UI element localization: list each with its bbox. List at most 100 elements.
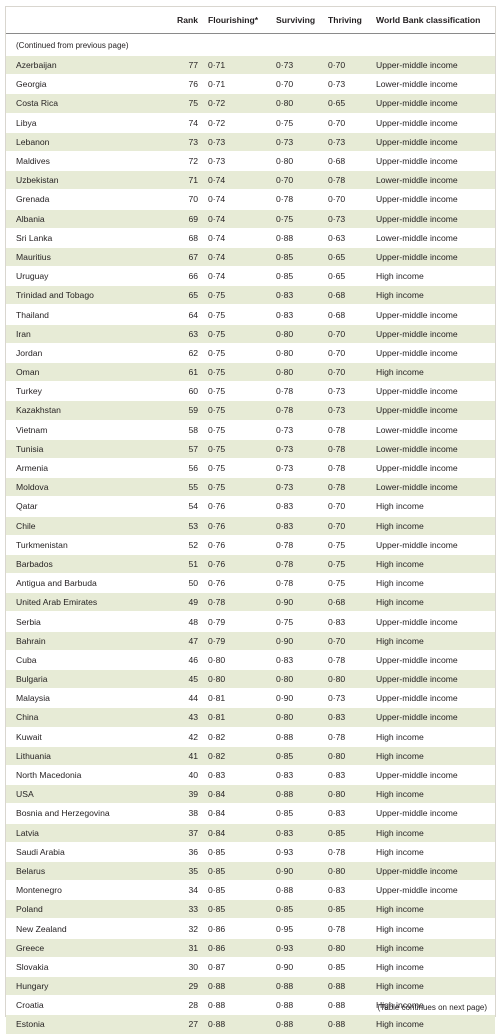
cell-rank: 35 xyxy=(168,861,206,882)
cell-surviving: 0·88 xyxy=(274,727,326,747)
table-row: Antigua and Barbuda 50 0·76 0·78 0·75 High in… xyxy=(6,573,495,594)
header-wb-classification: World Bank classification xyxy=(374,7,495,34)
cell-flourishing: 0·76 xyxy=(206,573,274,594)
cell-rank: 38 xyxy=(168,803,206,824)
cell-flourishing: 0·75 xyxy=(206,324,274,344)
cell-rank: 70 xyxy=(168,189,206,210)
cell-surviving: 0·78 xyxy=(274,554,326,575)
cell-thriving: 0·83 xyxy=(326,765,374,786)
cell-wb-classification: Upper-middle income xyxy=(374,803,495,824)
cell-thriving: 0·70 xyxy=(326,113,374,133)
cell-rank: 69 xyxy=(168,209,206,229)
cell-wb-classification: Upper-middle income xyxy=(374,189,495,210)
cell-surviving: 0·78 xyxy=(274,381,326,402)
cell-wb-classification: High income xyxy=(374,362,495,383)
table-row: Libya 74 0·72 0·75 0·70 Upper-middle income xyxy=(6,113,495,133)
table-row: Mauritius 67 0·74 0·85 0·65 Upper-middle inco… xyxy=(6,247,495,268)
table-row: Barbados 51 0·76 0·78 0·75 High income xyxy=(6,554,495,575)
cell-wb-classification: High income xyxy=(374,285,495,306)
table-row: Greece 31 0·86 0·93 0·80 High income xyxy=(6,938,495,958)
cell-wb-classification: High income xyxy=(374,899,495,920)
cell-flourishing: 0·74 xyxy=(206,228,274,248)
header-surviving: Surviving xyxy=(274,7,326,34)
cell-thriving: 0·73 xyxy=(326,381,374,402)
cell-surviving: 0·83 xyxy=(274,765,326,786)
cell-flourishing: 0·84 xyxy=(206,784,274,805)
cell-wb-classification: Lower-middle income xyxy=(374,420,495,440)
table-row: Saudi Arabia 36 0·85 0·93 0·78 High income xyxy=(6,842,495,862)
cell-rank: 71 xyxy=(168,170,206,191)
cell-flourishing: 0·75 xyxy=(206,343,274,364)
cell-thriving: 0·65 xyxy=(326,247,374,268)
cell-country: Serbia xyxy=(6,611,168,632)
cell-rank: 55 xyxy=(168,477,206,498)
cell-rank: 63 xyxy=(168,324,206,344)
cell-country: United Arab Emirates xyxy=(6,592,168,613)
footer-note: (Table continues on next page) xyxy=(377,1003,487,1012)
cell-wb-classification: High income xyxy=(374,516,495,536)
cell-thriving: 0·70 xyxy=(326,631,374,651)
cell-thriving: 0·85 xyxy=(326,957,374,978)
cell-thriving: 0·88 xyxy=(326,976,374,997)
cell-wb-classification: High income xyxy=(374,976,495,997)
cell-rank: 59 xyxy=(168,400,206,421)
table-row: Latvia 37 0·84 0·83 0·85 High income xyxy=(6,823,495,843)
cell-wb-classification: High income xyxy=(374,784,495,805)
cell-thriving: 0·70 xyxy=(326,362,374,383)
table-row: Oman 61 0·75 0·80 0·70 High income xyxy=(6,362,495,383)
table-row: Croatia 28 0·88 0·88 0·88 High income xyxy=(6,995,495,1016)
cell-flourishing: 0·74 xyxy=(206,189,274,210)
cell-flourishing: 0·71 xyxy=(206,74,274,95)
cell-surviving: 0·90 xyxy=(274,631,326,651)
cell-flourishing: 0·75 xyxy=(206,285,274,306)
cell-country: New Zealand xyxy=(6,918,168,939)
cell-surviving: 0·80 xyxy=(274,707,326,728)
cell-wb-classification: Upper-middle income xyxy=(374,324,495,344)
table-row: Iran 63 0·75 0·80 0·70 Upper-middle income xyxy=(6,324,495,344)
cell-rank: 45 xyxy=(168,669,206,690)
cell-country: Georgia xyxy=(6,74,168,95)
cell-thriving: 0·85 xyxy=(326,899,374,920)
cell-rank: 76 xyxy=(168,74,206,95)
cell-flourishing: 0·80 xyxy=(206,650,274,671)
cell-thriving: 0·78 xyxy=(326,918,374,939)
cell-country: Malaysia xyxy=(6,688,168,709)
table-row: Serbia 48 0·79 0·75 0·83 Upper-middle income xyxy=(6,611,495,632)
cell-country: Bosnia and Herzegovina xyxy=(6,803,168,824)
cell-country: Trinidad and Tobago xyxy=(6,285,168,306)
cell-country: Montenegro xyxy=(6,880,168,901)
cell-wb-classification: Upper-middle income xyxy=(374,707,495,728)
table-row: Poland 33 0·85 0·85 0·85 High income xyxy=(6,899,495,920)
cell-rank: 64 xyxy=(168,304,206,325)
cell-rank: 50 xyxy=(168,573,206,594)
cell-thriving: 0·68 xyxy=(326,285,374,306)
cell-wb-classification: High income xyxy=(374,573,495,594)
cell-wb-classification: High income xyxy=(374,592,495,613)
cell-wb-classification: Lower-middle income xyxy=(374,74,495,95)
cell-country: Turkey xyxy=(6,381,168,402)
cell-rank: 31 xyxy=(168,938,206,958)
table-row: Costa Rica 75 0·72 0·80 0·65 Upper-middle inc… xyxy=(6,93,495,114)
cell-wb-classification: High income xyxy=(374,1014,495,1035)
header-rank: Rank xyxy=(168,7,206,34)
cell-flourishing: 0·85 xyxy=(206,842,274,862)
cell-rank: 30 xyxy=(168,957,206,978)
table-row: USA 39 0·84 0·88 0·80 High income xyxy=(6,784,495,805)
cell-rank: 40 xyxy=(168,765,206,786)
cell-wb-classification: Lower-middle income xyxy=(374,439,495,459)
cell-flourishing: 0·80 xyxy=(206,669,274,690)
table-row: Bulgaria 45 0·80 0·80 0·80 Upper-middle incom… xyxy=(6,669,495,690)
cell-wb-classification: Lower-middle income xyxy=(374,170,495,191)
cell-rank: 54 xyxy=(168,496,206,517)
cell-wb-classification: Upper-middle income xyxy=(374,113,495,133)
cell-rank: 68 xyxy=(168,228,206,248)
cell-surviving: 0·78 xyxy=(274,573,326,594)
table-row: United Arab Emirates 49 0·78 0·90 0·68 High i… xyxy=(6,592,495,613)
cell-country: Latvia xyxy=(6,823,168,843)
cell-surviving: 0·83 xyxy=(274,285,326,306)
cell-wb-classification: Upper-middle income xyxy=(374,458,495,479)
cell-flourishing: 0·76 xyxy=(206,554,274,575)
table-row: Grenada 70 0·74 0·78 0·70 Upper-middle income xyxy=(6,189,495,210)
table-row: Albania 69 0·74 0·75 0·73 Upper-middle income xyxy=(6,209,495,229)
cell-flourishing: 0·73 xyxy=(206,132,274,152)
